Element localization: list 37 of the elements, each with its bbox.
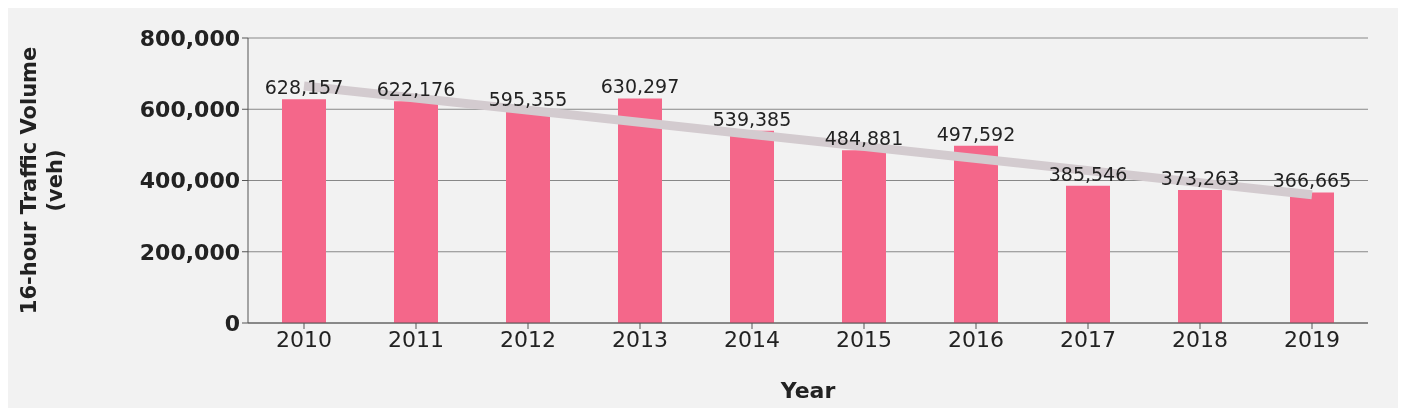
x-tick-label: 2016 — [948, 326, 1004, 352]
data-label: 497,592 — [936, 122, 1016, 145]
bar — [842, 150, 886, 323]
bar — [618, 98, 662, 323]
data-label: 366,665 — [1272, 169, 1352, 192]
x-axis-title: Year — [779, 378, 836, 403]
y-tick-label: 600,000 — [139, 97, 240, 123]
x-tick-label: 2019 — [1284, 326, 1340, 352]
x-tick-label: 2014 — [724, 326, 780, 352]
y-tick-label: 200,000 — [139, 239, 240, 265]
data-label: 373,263 — [1160, 167, 1240, 190]
bar — [394, 101, 438, 323]
data-label: 539,385 — [712, 107, 792, 130]
bar — [1290, 192, 1334, 323]
data-label: 628,157 — [264, 76, 344, 99]
x-tick-label: 2015 — [836, 326, 892, 352]
data-label: 622,176 — [376, 78, 456, 101]
x-tick-label: 2017 — [1060, 326, 1116, 352]
bar — [1066, 185, 1110, 323]
data-label: 484,881 — [824, 127, 904, 150]
x-tick-label: 2013 — [612, 326, 668, 352]
data-label: 630,297 — [600, 75, 680, 98]
y-tick-label: 800,000 — [139, 25, 240, 51]
bar — [730, 130, 774, 323]
y-axis-title: 16-hour Traffic Volume (veh) — [17, 46, 67, 315]
bar — [954, 145, 998, 323]
x-tick-label: 2011 — [388, 326, 444, 352]
x-tick-label: 2010 — [276, 326, 332, 352]
bar — [506, 110, 550, 323]
data-label: 595,355 — [488, 87, 568, 110]
bar — [1178, 190, 1222, 323]
x-tick-label: 2012 — [500, 326, 556, 352]
bar — [282, 99, 326, 323]
data-label: 385,546 — [1048, 162, 1128, 185]
x-tick-label: 2018 — [1172, 326, 1228, 352]
y-tick-label: 0 — [224, 310, 240, 336]
y-tick-label: 400,000 — [139, 168, 240, 194]
